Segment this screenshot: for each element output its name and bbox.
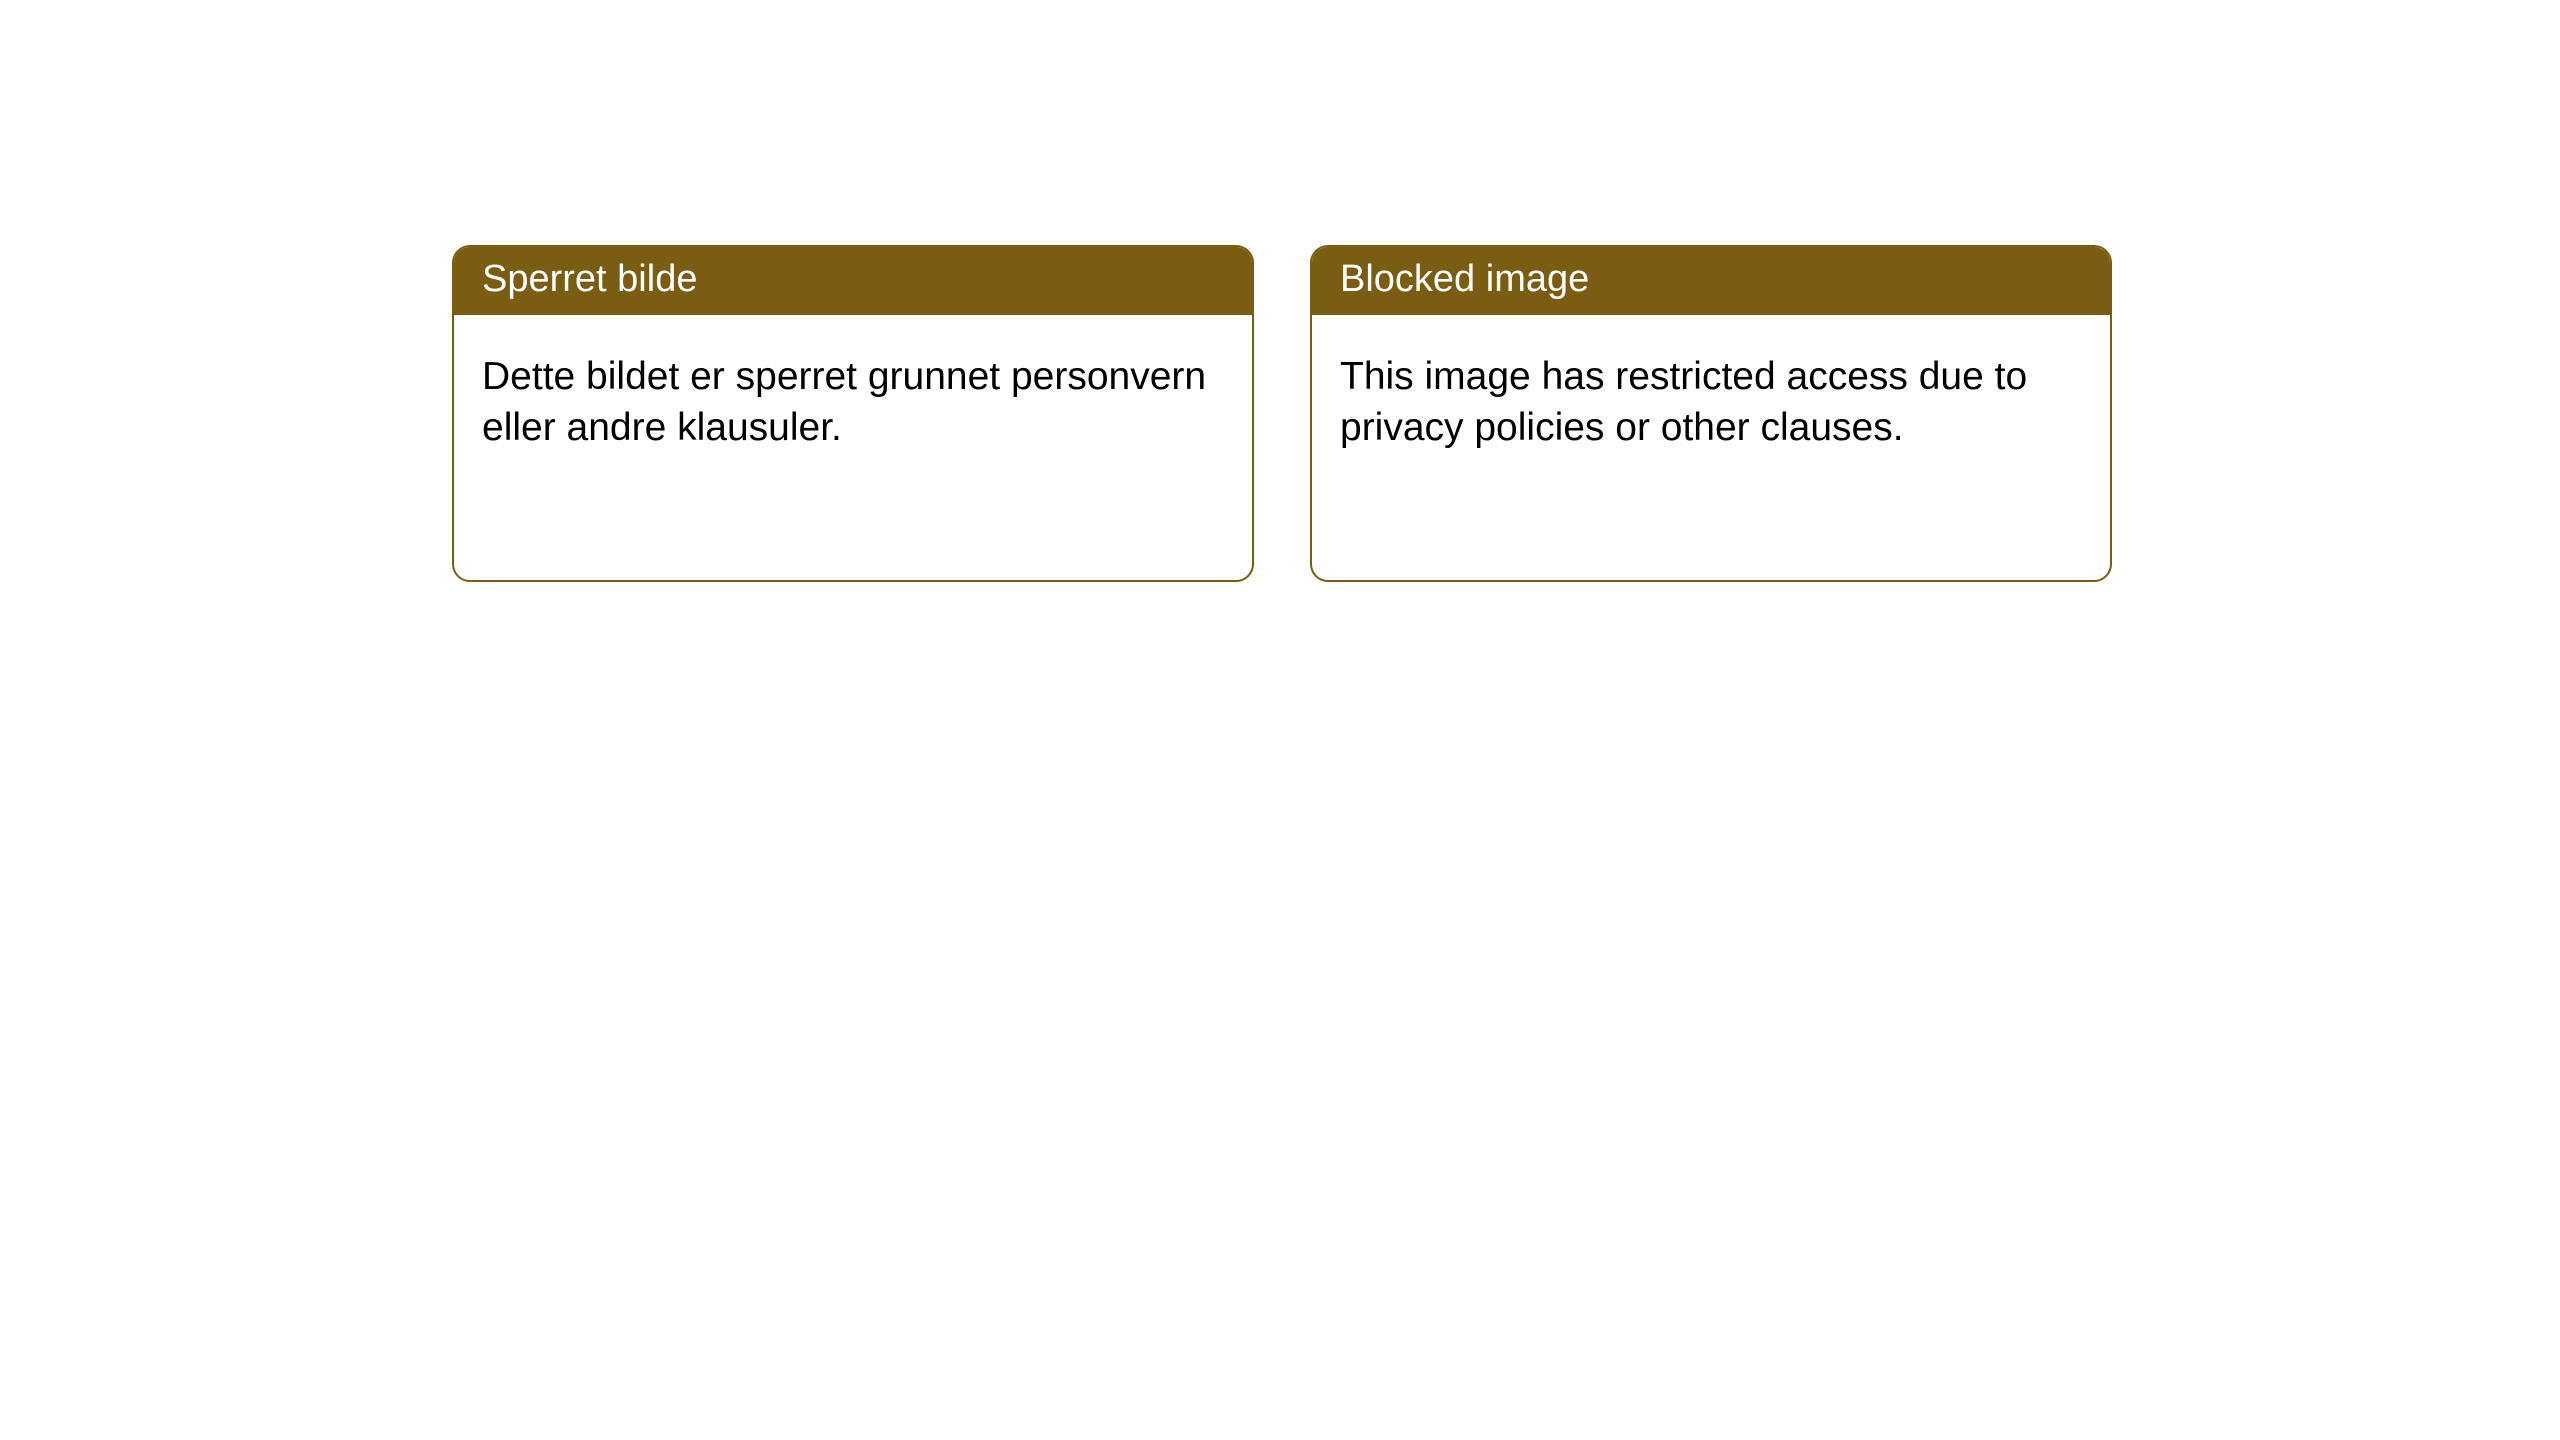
notice-body: Dette bildet er sperret grunnet personve… — [454, 315, 1252, 580]
notice-title: Blocked image — [1340, 258, 1589, 300]
notice-header: Sperret bilde — [454, 247, 1252, 315]
notice-card-norwegian: Sperret bilde Dette bildet er sperret gr… — [452, 245, 1254, 582]
notice-message: This image has restricted access due to … — [1340, 351, 2082, 454]
notice-body: This image has restricted access due to … — [1312, 315, 2110, 580]
notice-container: Sperret bilde Dette bildet er sperret gr… — [0, 0, 2560, 582]
notice-title: Sperret bilde — [482, 258, 697, 300]
notice-message: Dette bildet er sperret grunnet personve… — [482, 351, 1224, 454]
notice-header: Blocked image — [1312, 247, 2110, 315]
notice-card-english: Blocked image This image has restricted … — [1310, 245, 2112, 582]
